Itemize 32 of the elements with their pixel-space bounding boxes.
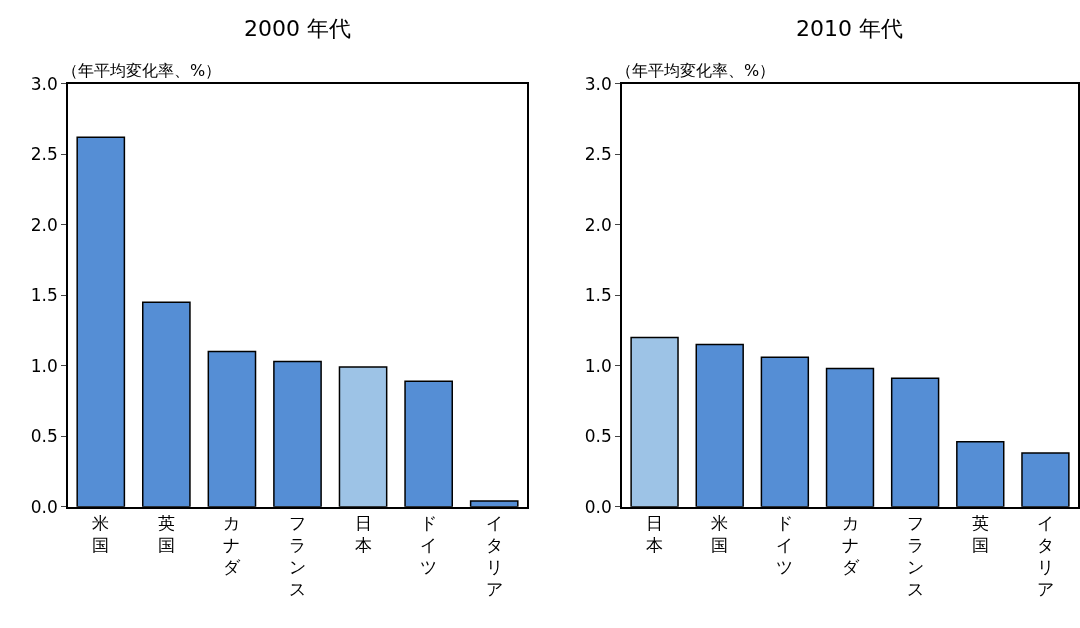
x-tick-label: フランス bbox=[289, 512, 306, 600]
x-tick-label: 日本 bbox=[646, 512, 664, 555]
y-tick-label: 0.5 bbox=[584, 426, 612, 447]
y-tick-label: 1.5 bbox=[30, 285, 58, 306]
y-axis-title: （年平均変化率、%） bbox=[616, 61, 776, 80]
y-tick-label: 2.0 bbox=[30, 214, 58, 235]
y-tick-label: 0.0 bbox=[584, 496, 612, 517]
y-tick-label: 3.0 bbox=[30, 73, 58, 94]
x-tick-label: 米国 bbox=[711, 512, 729, 555]
y-tick-label: 2.5 bbox=[584, 144, 612, 165]
chart-title: 2000 年代 bbox=[244, 16, 351, 41]
y-axis-title: （年平均変化率、%） bbox=[62, 61, 222, 80]
x-tick-label: ドイツ bbox=[776, 512, 794, 578]
x-tick-label: イタリア bbox=[485, 512, 503, 600]
x-tick-label: イタリア bbox=[1036, 512, 1054, 600]
y-tick-label: 3.0 bbox=[584, 73, 612, 94]
chart-title: 2010 年代 bbox=[796, 16, 903, 41]
x-tick-label: 英国 bbox=[971, 512, 989, 555]
y-tick-label: 1.5 bbox=[584, 285, 612, 306]
y-tick-label: 0.5 bbox=[30, 426, 58, 447]
x-tick-label: 米国 bbox=[92, 512, 110, 555]
y-tick-label: 1.0 bbox=[584, 355, 612, 376]
x-tick-label: 英国 bbox=[157, 512, 175, 555]
x-tick-label: 日本 bbox=[354, 512, 372, 555]
y-tick-label: 0.0 bbox=[30, 496, 58, 517]
y-tick-label: 2.0 bbox=[584, 214, 612, 235]
x-tick-label: フランス bbox=[906, 512, 924, 600]
y-tick-label: 1.0 bbox=[30, 355, 58, 376]
x-tick-label: カナダ bbox=[223, 512, 242, 578]
x-tick-label: カナダ bbox=[841, 512, 860, 578]
x-tick-label: ドイツ bbox=[420, 512, 438, 578]
y-tick-label: 2.5 bbox=[30, 144, 58, 165]
